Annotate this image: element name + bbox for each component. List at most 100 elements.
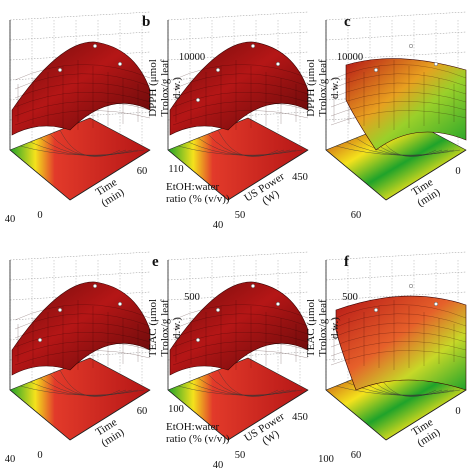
y-axis-line	[167, 149, 229, 201]
mesh-line	[330, 73, 467, 90]
z-axis-label-b: DPPH (μmolTrolox/g leafd.w.)	[147, 59, 183, 117]
mesh-line	[172, 82, 309, 99]
z-axis-label-b-line: Trolox/g leaf	[159, 59, 171, 117]
panel-letter-c: c	[344, 14, 351, 30]
y-axis-label-b-line: EtOH:water	[166, 181, 219, 193]
surface-mesh-f	[330, 300, 467, 370]
x-tick-start: 0	[37, 450, 42, 461]
y-axis-line	[167, 389, 229, 441]
x-tick-end: 0	[455, 406, 460, 417]
mesh-line	[172, 91, 309, 108]
mesh-line	[330, 110, 467, 126]
grid-line	[325, 271, 467, 281]
z-tick-top: 500	[184, 292, 200, 303]
response-surface-c	[345, 58, 467, 151]
mesh-line	[330, 313, 467, 330]
x-axis-line	[385, 149, 467, 201]
y-axis-label-e-line: ratio (% (v/v))	[166, 433, 230, 445]
x-axis-line	[69, 149, 151, 201]
mesh-line	[172, 73, 309, 90]
contour-line	[355, 137, 449, 156]
mesh-line	[14, 73, 151, 90]
x-axis-line	[227, 149, 309, 201]
response-surface-b	[169, 41, 309, 136]
grid-line	[167, 31, 309, 41]
mesh-line	[330, 331, 467, 348]
z-tick-top: 500	[342, 292, 358, 303]
y-axis-label-b: EtOH:water ratio (% (v/v))	[166, 181, 230, 205]
contour-line	[197, 377, 291, 396]
design-point	[215, 67, 221, 73]
y-tick-start: 100	[168, 404, 184, 415]
design-point	[373, 67, 379, 73]
z-axis-label-f-line: d.w.)	[329, 317, 341, 339]
mesh-line	[172, 101, 309, 117]
x-axis-line	[69, 389, 151, 441]
mesh-line	[172, 331, 309, 348]
z-axis-label-c-line: d.w.)	[329, 77, 341, 99]
x-tick-end: 60	[137, 406, 148, 417]
mesh-line	[172, 110, 309, 126]
mesh-line	[14, 304, 151, 321]
panel-letter-b: b	[142, 14, 150, 30]
grid-line	[325, 31, 467, 41]
grid-line	[167, 11, 309, 21]
surface-mesh-e	[172, 300, 309, 370]
design-point	[117, 61, 123, 67]
mesh-line	[330, 350, 467, 366]
design-point	[250, 43, 256, 49]
x-tick-end: 450	[292, 412, 308, 423]
mesh-line	[172, 64, 309, 81]
x-axis-line	[385, 389, 467, 441]
mesh-line	[172, 350, 309, 366]
z-axis-label-e-line: Trolox/g leaf	[159, 299, 171, 357]
panel-letter-e: e	[152, 254, 159, 270]
y-tick-start: 100	[318, 454, 334, 465]
design-point	[250, 283, 256, 289]
design-point	[117, 301, 123, 307]
mesh-line	[14, 64, 151, 81]
x-tick-end: 60	[137, 166, 148, 177]
z-tick-top: 10000	[337, 52, 363, 63]
grid-line	[9, 251, 151, 261]
surface-mesh-c	[330, 60, 467, 130]
mesh-line	[14, 101, 151, 117]
mesh-line	[14, 341, 151, 357]
design-point	[275, 61, 281, 67]
grid-line	[9, 11, 151, 21]
x-tick-start: 50	[235, 210, 246, 221]
design-point	[215, 307, 221, 313]
mesh-line	[330, 64, 467, 81]
y-tick-start: 40	[5, 454, 16, 465]
x-tick-start: 60	[351, 210, 362, 221]
contour-line	[49, 373, 127, 397]
x-tick-start: 60	[351, 450, 362, 461]
grid-line	[9, 31, 151, 41]
mesh-line	[14, 322, 151, 339]
design-point	[373, 307, 379, 313]
design-point	[408, 283, 414, 289]
mesh-line	[172, 304, 309, 321]
grid-line	[325, 251, 467, 261]
contour-floor-d	[9, 357, 151, 441]
z-tick-top: 10000	[179, 52, 205, 63]
y-tick-end: 40	[213, 220, 224, 231]
design-point	[195, 337, 201, 343]
z-axis-label-c: DPPH (μmolTrolox/g leafd.w.)	[305, 59, 341, 117]
z-axis-label-b-line: DPPH (μmol	[147, 59, 159, 117]
contour-line	[39, 137, 133, 156]
mesh-line	[14, 313, 151, 330]
design-point	[92, 283, 98, 289]
grid-line	[325, 291, 467, 301]
mesh-line	[330, 82, 467, 99]
design-point	[433, 61, 439, 67]
mesh-line	[172, 341, 309, 357]
mesh-line	[14, 82, 151, 99]
surface-mesh-d	[14, 300, 151, 370]
design-point	[195, 97, 201, 103]
mesh-line	[14, 350, 151, 366]
mesh-line	[14, 110, 151, 126]
design-point	[408, 43, 414, 49]
